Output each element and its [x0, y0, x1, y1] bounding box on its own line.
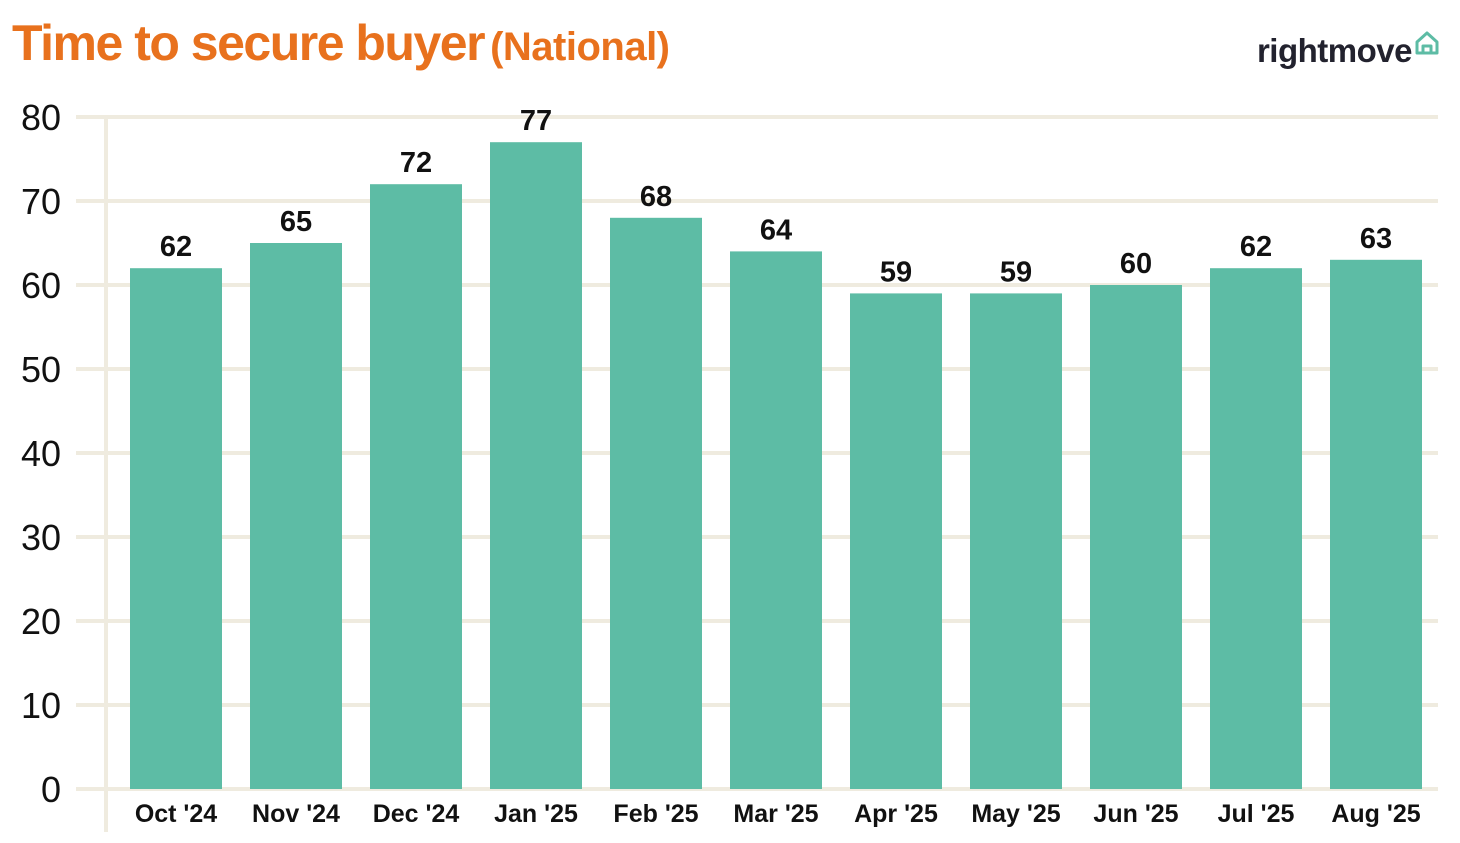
- data-label: 60: [1120, 248, 1152, 280]
- y-tick-label: 30: [21, 517, 61, 558]
- data-label: 63: [1360, 223, 1392, 255]
- x-tick-label: Jul '25: [1218, 800, 1295, 828]
- x-tick-label: May '25: [971, 800, 1060, 828]
- y-tick-label: 70: [21, 181, 61, 222]
- data-label: 62: [1240, 231, 1272, 263]
- data-label: 64: [760, 214, 792, 246]
- x-tick-label: Nov '24: [252, 800, 340, 828]
- y-tick-label: 50: [21, 349, 61, 390]
- chart-subtitle: (National): [490, 25, 670, 69]
- bar: [250, 243, 342, 789]
- data-label: 59: [1000, 256, 1032, 288]
- x-tick-label: Jun '25: [1093, 800, 1178, 828]
- bar: [1210, 268, 1302, 789]
- x-tick-label: Mar '25: [733, 800, 818, 828]
- data-label: 59: [880, 256, 912, 288]
- bar: [130, 268, 222, 789]
- data-label: 72: [400, 147, 432, 179]
- data-label: 77: [520, 105, 552, 137]
- y-tick-label: 0: [41, 769, 61, 810]
- y-tick-label: 60: [21, 265, 61, 306]
- y-tick-label: 80: [21, 97, 61, 138]
- x-tick-label: Feb '25: [613, 800, 698, 828]
- bar: [1330, 259, 1422, 789]
- chart-title-main: Time to secure buyer: [12, 15, 486, 71]
- chart-title: Time to secure buyer (National): [12, 14, 670, 72]
- x-tick-label: Jan '25: [494, 800, 578, 828]
- house-outline-icon: [1415, 31, 1439, 55]
- x-tick-label: Apr '25: [854, 800, 938, 828]
- x-tick-label: Oct '24: [135, 800, 217, 828]
- data-label: 65: [280, 206, 312, 238]
- y-tick-label: 40: [21, 433, 61, 474]
- bar: [970, 293, 1062, 789]
- logo-wordmark: rightmove: [1256, 32, 1413, 69]
- rightmove-logo: rightmove: [1257, 30, 1440, 70]
- bar: [730, 251, 822, 789]
- y-tick-label: 20: [21, 601, 61, 642]
- bar: [370, 184, 462, 789]
- bar: [1090, 285, 1182, 789]
- y-tick-label: 10: [21, 685, 61, 726]
- x-tick-label: Dec '24: [373, 800, 460, 828]
- bar: [610, 217, 702, 790]
- data-label: 62: [160, 231, 192, 263]
- bar: [490, 142, 582, 789]
- bar: [850, 293, 942, 789]
- x-tick-label: Aug '25: [1331, 800, 1420, 828]
- data-label: 68: [640, 181, 672, 213]
